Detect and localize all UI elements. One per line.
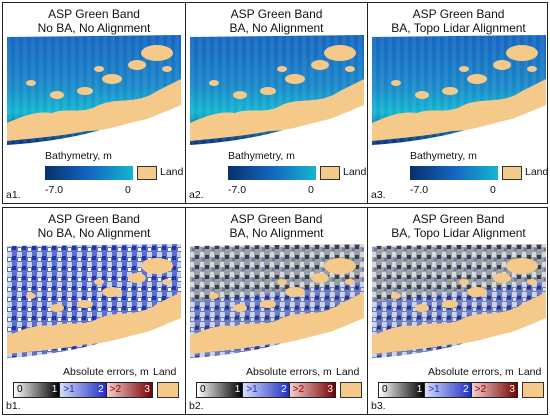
error-class-1-2: >1 2: [242, 383, 289, 397]
legend-title: Absolute errors, m: [63, 366, 149, 378]
land-label: Land: [153, 366, 177, 378]
panel-title: ASP Green Band BA, No Alignment: [229, 7, 324, 35]
panel-a3: ASP Green Band BA, Topo Lidar Alignment …: [367, 3, 549, 203]
panel-label: a1.: [6, 189, 21, 201]
error-map: [190, 242, 364, 360]
bathymetry-figure-row: ASP Green Band No BA, No Alignment Bathy…: [2, 2, 548, 204]
colorbar-max-label: 0: [125, 184, 131, 196]
panel-title: ASP Green Band No BA, No Alignment: [37, 7, 151, 35]
error-class-0-1: 0 1: [14, 383, 60, 397]
panel-title: ASP Green Band BA, Topo Lidar Alignment: [391, 7, 526, 35]
legend-title: Bathymetry, m: [45, 150, 112, 162]
panel-a1: ASP Green Band No BA, No Alignment Bathy…: [3, 3, 185, 203]
panel-label: b3.: [371, 400, 386, 412]
error-class-2-3: >2 3: [105, 383, 152, 397]
error-class-1-2: >1 2: [59, 383, 106, 397]
error-map: [7, 242, 181, 360]
error-map: [372, 242, 546, 360]
panel-b1: ASP Green Band No BA, No Alignment Absol…: [3, 208, 185, 414]
panel-label: b2.: [189, 400, 204, 412]
land-label: Land: [343, 166, 367, 178]
land-swatch: [502, 166, 522, 180]
panel-title: ASP Green Band No BA, No Alignment: [37, 212, 151, 240]
panel-title: ASP Green Band BA, Topo Lidar Alignment: [391, 212, 526, 240]
error-figure-row: ASP Green Band No BA, No Alignment Absol…: [2, 207, 548, 415]
bathymetry-colorbar: [228, 166, 316, 180]
land-label: Land: [525, 166, 549, 178]
error-class-0-1: 0 1: [379, 383, 425, 397]
colorbar-max-label: 0: [490, 184, 496, 196]
land-swatch: [157, 382, 179, 398]
legend-title: Absolute errors, m: [428, 366, 514, 378]
colorbar-min-label: -7.0: [410, 184, 429, 196]
panel-title: ASP Green Band BA, No Alignment: [229, 212, 324, 240]
error-class-legend: 0 1 >1 2 >2 3: [378, 382, 518, 398]
error-class-2-3: >2 3: [288, 383, 335, 397]
land-label: Land: [518, 366, 542, 378]
land-swatch: [320, 166, 340, 180]
panel-label: a3.: [371, 189, 386, 201]
legend-title: Bathymetry, m: [410, 150, 477, 162]
panel-b2: ASP Green Band BA, No Alignment Absolute…: [185, 208, 367, 414]
colorbar-max-label: 0: [308, 184, 314, 196]
panel-label: a2.: [189, 189, 204, 201]
bathymetry-map: [372, 35, 546, 145]
land-label: Land: [160, 166, 184, 178]
legend-title: Absolute errors, m: [246, 366, 332, 378]
panel-b3: ASP Green Band BA, Topo Lidar Alignment …: [367, 208, 549, 414]
error-class-2-3: >2 3: [470, 383, 517, 397]
panel-label: b1.: [6, 400, 21, 412]
land-swatch: [137, 166, 157, 180]
bathymetry-colorbar: [45, 166, 133, 180]
panel-a2: ASP Green Band BA, No Alignment Bathymet…: [185, 3, 367, 203]
bathymetry-colorbar: [410, 166, 498, 180]
error-class-legend: 0 1 >1 2 >2 3: [196, 382, 336, 398]
colorbar-min-label: -7.0: [45, 184, 64, 196]
bathymetry-map: [190, 35, 364, 145]
land-label: Land: [336, 366, 360, 378]
legend-title: Bathymetry, m: [228, 150, 295, 162]
bathymetry-map: [7, 35, 181, 145]
land-swatch: [340, 382, 362, 398]
error-class-0-1: 0 1: [197, 383, 243, 397]
error-class-legend: 0 1 >1 2 >2 3: [13, 382, 153, 398]
land-swatch: [522, 382, 544, 398]
error-class-1-2: >1 2: [424, 383, 471, 397]
colorbar-min-label: -7.0: [228, 184, 247, 196]
